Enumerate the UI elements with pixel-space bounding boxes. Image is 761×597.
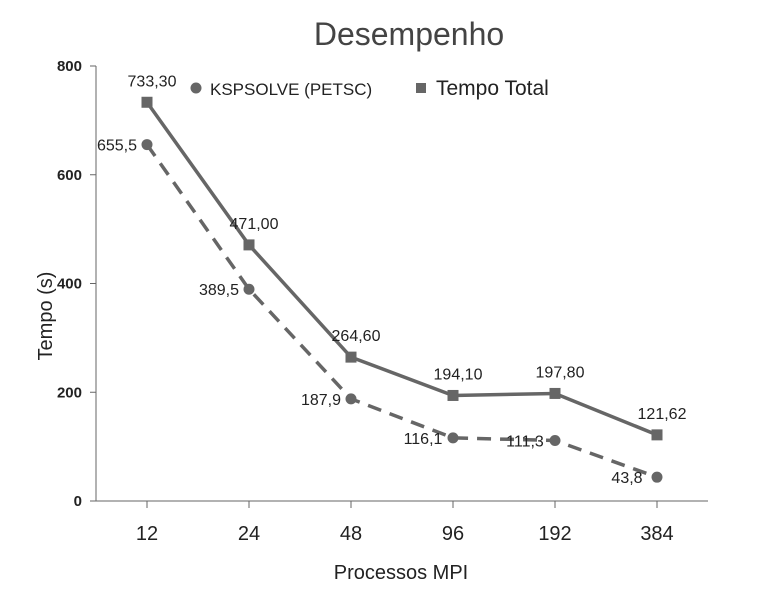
x-axis-label: Processos MPI <box>334 562 468 584</box>
data-point-tempo-total <box>447 389 459 401</box>
data-point-tempo-total <box>141 96 153 108</box>
x-tick-label: 24 <box>238 523 260 545</box>
y-tick-label: 200 <box>57 384 82 401</box>
y-ticks: 0 200 400 600 800 <box>57 58 96 510</box>
data-point-kspsolve <box>651 471 663 483</box>
y-tick-label: 800 <box>57 58 82 75</box>
legend-item-kspsolve: KSPSOLVE (PETSC) <box>190 80 372 99</box>
axes <box>95 66 708 502</box>
series-kspsolve: 655,5 389,5 187,9 116,1 111,3 43,8 <box>97 138 663 487</box>
data-label-tempo-total: 194,10 <box>434 366 483 383</box>
x-ticks: 12 24 48 96 192 384 <box>136 501 674 545</box>
data-point-kspsolve <box>447 432 459 444</box>
x-tick-label: 192 <box>538 523 571 545</box>
series-tempo-total: 733,30 471,00 264,60 194,10 197,80 121,62 <box>128 73 687 441</box>
legend: KSPSOLVE (PETSC) Tempo Total <box>190 77 549 100</box>
legend-marker-square-icon <box>416 83 426 93</box>
data-label-kspsolve: 389,5 <box>199 282 239 299</box>
x-tick-label: 96 <box>442 523 464 545</box>
data-label-tempo-total: 121,62 <box>638 406 687 423</box>
legend-marker-circle-icon <box>190 82 202 94</box>
data-label-kspsolve: 655,5 <box>97 138 137 155</box>
data-point-kspsolve <box>549 434 561 446</box>
x-tick-label: 384 <box>640 523 673 545</box>
x-tick-label: 48 <box>340 523 362 545</box>
data-point-tempo-total <box>549 387 561 399</box>
legend-label-kspsolve: KSPSOLVE (PETSC) <box>210 80 372 99</box>
data-label-kspsolve: 43,8 <box>611 470 642 487</box>
data-label-tempo-total: 733,30 <box>128 73 177 90</box>
legend-label-tempo-total: Tempo Total <box>436 77 549 100</box>
chart-title: Desempenho <box>314 16 504 52</box>
series-line-kspsolve <box>145 143 658 479</box>
data-label-kspsolve: 187,9 <box>301 392 341 409</box>
data-label-kspsolve: 111,3 <box>506 433 544 450</box>
data-point-kspsolve <box>243 283 255 295</box>
y-tick-label: 400 <box>57 276 82 293</box>
data-label-tempo-total: 471,00 <box>230 216 279 233</box>
data-point-tempo-total <box>243 239 255 251</box>
x-tick-label: 12 <box>136 523 158 545</box>
data-label-tempo-total: 264,60 <box>332 328 381 345</box>
data-point-kspsolve <box>345 393 357 405</box>
data-point-tempo-total <box>651 429 663 441</box>
y-tick-label: 0 <box>74 493 82 510</box>
series-line-tempo-total <box>145 101 658 437</box>
legend-item-tempo-total: Tempo Total <box>416 77 549 100</box>
series-layer: 655,5 389,5 187,9 116,1 111,3 43,8 733,30 471,0… <box>97 73 687 487</box>
data-point-tempo-total <box>345 351 357 363</box>
y-tick-label: 600 <box>57 167 82 184</box>
data-label-kspsolve: 116,1 <box>404 431 443 448</box>
y-axis-label: Tempo (s) <box>35 272 57 361</box>
data-point-kspsolve <box>141 139 153 151</box>
data-label-tempo-total: 197,80 <box>536 364 585 381</box>
